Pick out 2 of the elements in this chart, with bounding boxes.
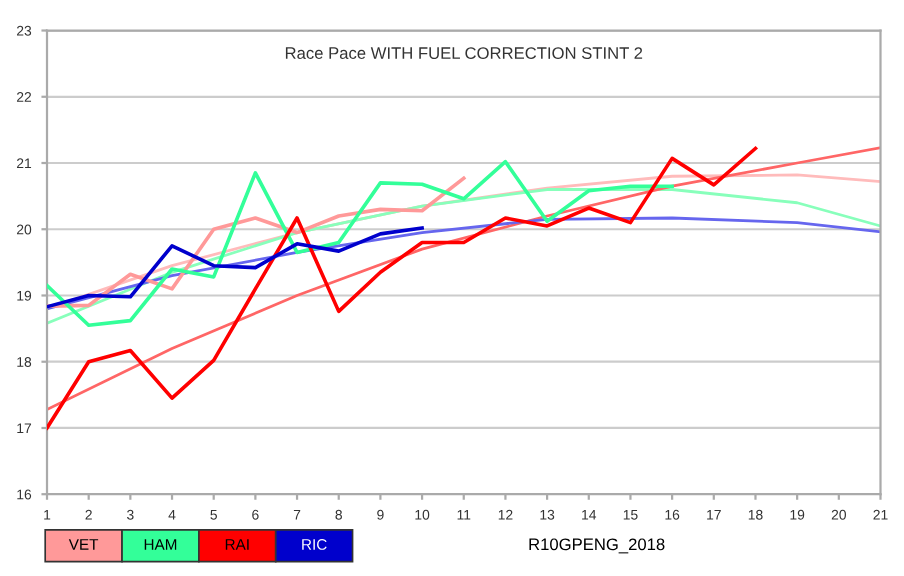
text: R10GPENG_2018 [529, 538, 665, 554]
text: Race Pace WITH FUEL CORRECTION STINT 2 [285, 47, 643, 59]
